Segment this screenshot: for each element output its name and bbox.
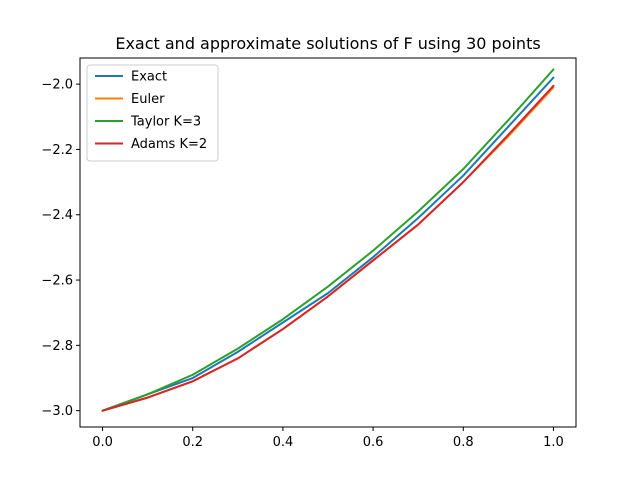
series-line-4 — [101, 84, 555, 412]
series-line-3 — [101, 68, 555, 412]
legend-label: Adams K=2 — [131, 137, 207, 152]
legend-label: Taylor K=3 — [130, 115, 201, 130]
series-layer — [101, 68, 555, 412]
legend: Exact Euler Taylor K=3 Adams K=2 — [86, 64, 219, 162]
legend-label: Exact — [131, 70, 167, 85]
legend-box — [86, 64, 219, 162]
y-tick-label: −2.6 — [41, 274, 73, 289]
y-tick-label: −2.4 — [41, 208, 73, 223]
axes-layer: 0.0 0.2 0.4 0.6 0.8 1.0 −3.0 −2.8 −2.6 −2.4 −2.2 −2… — [41, 57, 577, 450]
y-tick-label: −3.0 — [41, 404, 73, 419]
legend-label: Euler — [131, 92, 165, 107]
x-tick-label: 0.4 — [273, 435, 294, 450]
y-tick-label: −2.0 — [41, 78, 73, 93]
x-tick-label: 1.0 — [543, 435, 564, 450]
x-tick-label: 0.2 — [182, 435, 203, 450]
series-line-1 — [101, 76, 555, 412]
chart-title: Exact and approximate solutions of F usi… — [115, 34, 540, 53]
x-tick-label: 0.0 — [92, 435, 113, 450]
y-tick-label: −2.8 — [41, 339, 73, 354]
x-tick-label: 0.8 — [453, 435, 474, 450]
plot-frame — [79, 57, 577, 428]
y-tick-label: −2.2 — [41, 143, 73, 158]
x-tick-label: 0.6 — [363, 435, 384, 450]
